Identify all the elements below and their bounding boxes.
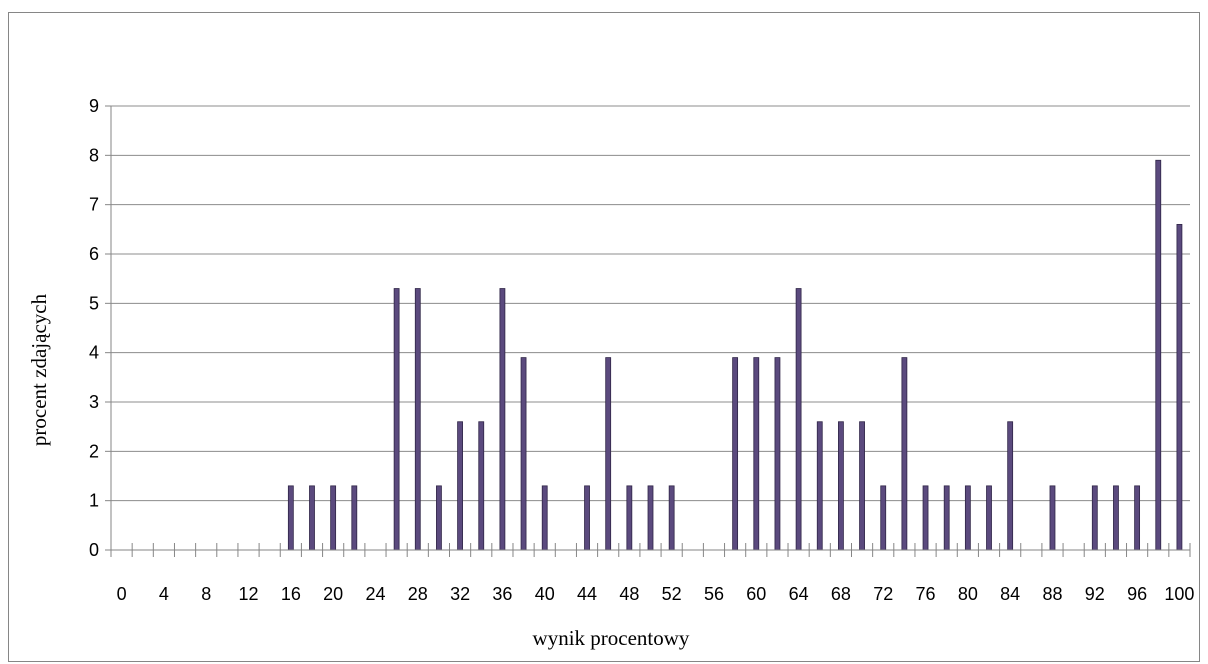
x-tick-label: 56 <box>704 584 724 604</box>
y-tick-label: 1 <box>89 491 99 511</box>
bar-16 <box>287 485 294 551</box>
bar-36 <box>499 288 506 551</box>
y-tick-label: 0 <box>89 540 99 560</box>
bar-64 <box>795 288 802 551</box>
bar-98 <box>1155 159 1162 551</box>
x-tick-label: 32 <box>450 584 470 604</box>
bar-30 <box>436 485 442 551</box>
bar-52 <box>668 485 675 551</box>
x-tick-label: 12 <box>239 584 259 604</box>
bar-92 <box>1091 485 1098 551</box>
x-tick-label: 48 <box>619 584 639 604</box>
y-axis-title: procent zdających <box>27 293 51 446</box>
bar-76 <box>922 485 929 551</box>
x-tick-label: 100 <box>1164 584 1194 604</box>
bar-22 <box>351 485 358 551</box>
x-tick-label: 44 <box>577 584 597 604</box>
bar-80 <box>964 485 971 551</box>
x-tick-label: 84 <box>1000 584 1020 604</box>
bar-74 <box>901 357 908 551</box>
bar-50 <box>647 485 654 551</box>
bar-18 <box>309 485 315 551</box>
x-tick-label: 28 <box>408 584 428 604</box>
bar-94 <box>1113 485 1119 551</box>
x-tick-label: 92 <box>1085 584 1105 604</box>
bars <box>287 159 1183 551</box>
x-tick-label: 4 <box>159 584 169 604</box>
bar-32 <box>457 421 463 551</box>
y-tick-label: 6 <box>89 244 99 264</box>
bar-46 <box>605 357 612 551</box>
bar-66 <box>816 421 823 551</box>
bar-62 <box>774 357 781 551</box>
y-tick-label: 8 <box>89 145 99 165</box>
x-tick-label: 96 <box>1127 584 1147 604</box>
axes <box>105 105 1191 557</box>
bar-44 <box>584 485 590 551</box>
x-tick-label: 52 <box>662 584 682 604</box>
x-tick-label: 72 <box>873 584 893 604</box>
x-tick-label: 88 <box>1042 584 1062 604</box>
x-tick-label: 60 <box>746 584 766 604</box>
y-tick-label: 4 <box>89 343 99 363</box>
x-axis-title: wynik procentowy <box>533 626 690 650</box>
bar-20 <box>330 485 337 551</box>
bar-100 <box>1176 223 1183 551</box>
x-tick-label: 20 <box>323 584 343 604</box>
x-tick-label: 8 <box>201 584 211 604</box>
x-tick-label: 68 <box>831 584 851 604</box>
x-tick-label: 64 <box>789 584 809 604</box>
y-tick-label: 3 <box>89 392 99 412</box>
chart-frame <box>8 12 1200 662</box>
bar-60 <box>753 357 760 551</box>
bar-34 <box>478 421 485 551</box>
bar-78 <box>943 485 950 551</box>
gridlines <box>111 105 1190 502</box>
x-tick-labels: 0 4 8 12 16 20 24 28 32 36 40 44 48 52 56 60 64 68 72 76 80 8… <box>117 584 1195 604</box>
bar-84 <box>1007 421 1014 551</box>
x-tick-label: 36 <box>492 584 512 604</box>
bar-70 <box>859 421 865 551</box>
x-tick-label: 80 <box>958 584 978 604</box>
x-tick-label: 16 <box>281 584 301 604</box>
y-tick-label: 7 <box>89 195 99 215</box>
bar-40 <box>541 485 548 551</box>
bar-68 <box>838 421 844 551</box>
x-tick-label: 0 <box>117 584 127 604</box>
bar-72 <box>880 485 887 551</box>
bar-38 <box>520 357 527 551</box>
bar-82 <box>986 485 992 551</box>
bar-26 <box>393 288 400 551</box>
bar-28 <box>414 288 421 551</box>
x-tick-label: 40 <box>535 584 555 604</box>
x-tick-label: 24 <box>365 584 385 604</box>
y-tick-labels: 0 1 2 3 4 5 6 7 8 9 <box>89 96 99 560</box>
y-tick-label: 5 <box>89 293 99 313</box>
bar-88 <box>1049 485 1056 551</box>
bar-48 <box>626 485 633 551</box>
bar-58 <box>732 357 739 551</box>
y-tick-label: 9 <box>89 96 99 116</box>
x-tick-label: 76 <box>916 584 936 604</box>
bar-96 <box>1134 485 1141 551</box>
y-tick-label: 2 <box>89 441 99 461</box>
